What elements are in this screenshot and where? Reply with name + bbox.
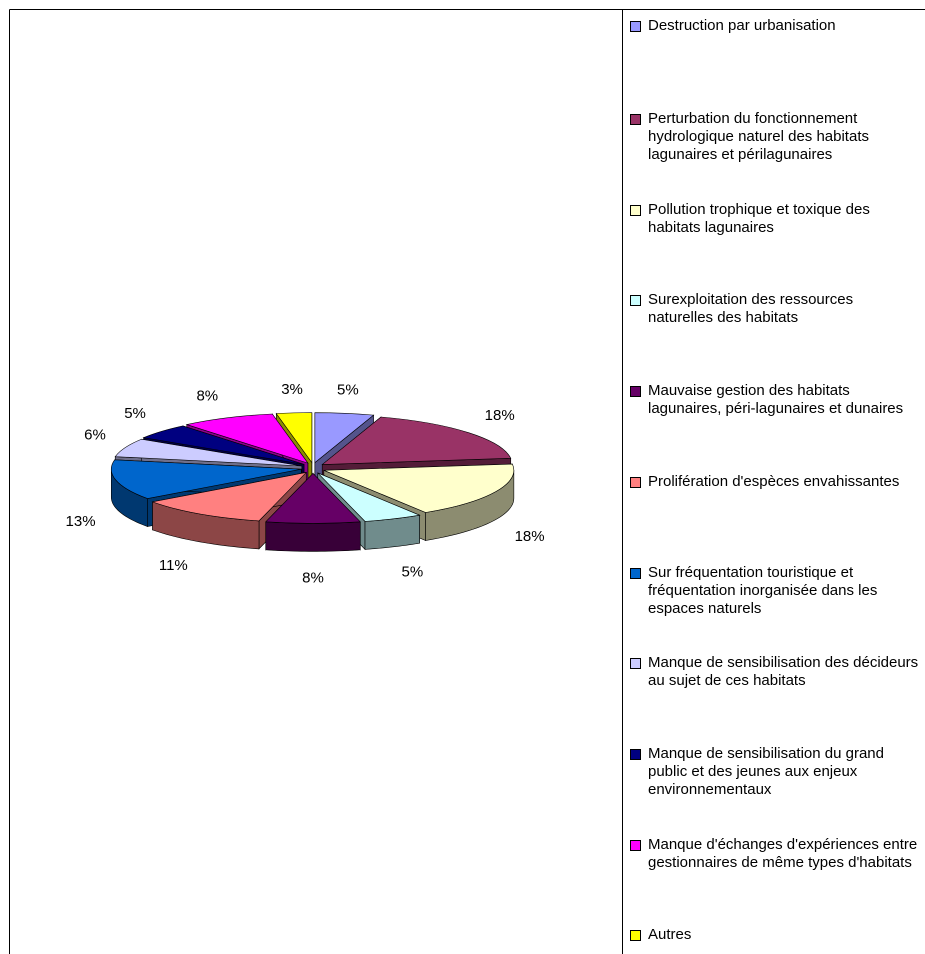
data-label: 13% [66,513,96,530]
slice-top [185,413,309,464]
legend-swatch [630,476,641,488]
legend-label: Autres [648,926,692,944]
slice-top [151,471,308,522]
data-label: 5% [124,405,146,422]
legend-label: Prolifération d'espèces envahissantes [648,472,900,490]
slice-top [142,425,305,465]
legend-item: Destruction par urbanisation [630,17,922,35]
legend-label: Sur fréquentation touristique et fréquen… [648,563,878,617]
legend-item: Surexploitation des ressources naturelle… [630,291,922,327]
data-label: 5% [337,381,359,398]
data-label: 18% [485,407,515,424]
slice-top [321,416,512,465]
legend-label: Manque de sensibilisation du grand publi… [648,744,884,798]
legend-item: Manque d'échanges d'expériences entre ge… [630,836,922,872]
legend-swatch [630,930,641,942]
data-label: 8% [196,387,218,404]
slice-top [275,412,313,464]
slice-top [317,472,421,522]
slice-top [265,472,361,524]
legend-swatch [630,295,641,307]
legend-item: Manque de sensibilisation des décideurs … [630,654,922,690]
slice-top [314,412,375,464]
legend-item: Perturbation du fonctionnement hydrologi… [630,110,922,164]
legend-swatch [630,114,641,125]
legend-swatch [630,748,641,760]
legend-item: Sur fréquentation touristique et fréquen… [630,564,922,618]
legend-label: Manque de sensibilisation des décideurs … [648,654,919,690]
slice-top [323,463,515,513]
legend-label: Manque d'échanges d'expériences entre ge… [648,835,918,871]
legend-item: Prolifération d'espèces envahissantes [630,473,922,491]
legend-item: Manque de sensibilisation du grand publi… [630,745,922,799]
legend-label: Pollution trophique et toxique des habit… [648,200,870,236]
legend-item: Pollution trophique et toxique des habit… [630,201,922,237]
slice-top [114,438,302,467]
data-label: 6% [84,426,106,443]
data-label: 8% [302,569,324,586]
slice-top [111,459,302,499]
legend-label: Destruction par urbanisation [648,17,836,34]
legend-swatch [630,839,641,851]
data-label: 3% [281,381,303,398]
legend-swatch [630,204,641,216]
legend-label: Perturbation du fonctionnement hydrologi… [648,110,869,163]
data-label: 11% [159,557,188,574]
data-label: 5% [401,564,423,581]
slice-side [265,521,361,552]
legend-label: Mauvaise gestion des habitats lagunaires… [648,382,904,418]
slice [265,472,361,552]
legend-swatch [630,21,641,32]
legend-swatch [630,567,641,579]
data-label: 18% [515,528,545,545]
legend-swatch [630,658,641,670]
legend-swatch [630,386,641,398]
legend-item: Autres [630,926,922,944]
legend-item: Mauvaise gestion des habitats lagunaires… [630,382,922,418]
legend-label: Surexploitation des ressources naturelle… [648,291,854,327]
pie: 5% 18% 18% 5% 8% 11% 13% 6% 5% 8% 3% [66,381,545,587]
